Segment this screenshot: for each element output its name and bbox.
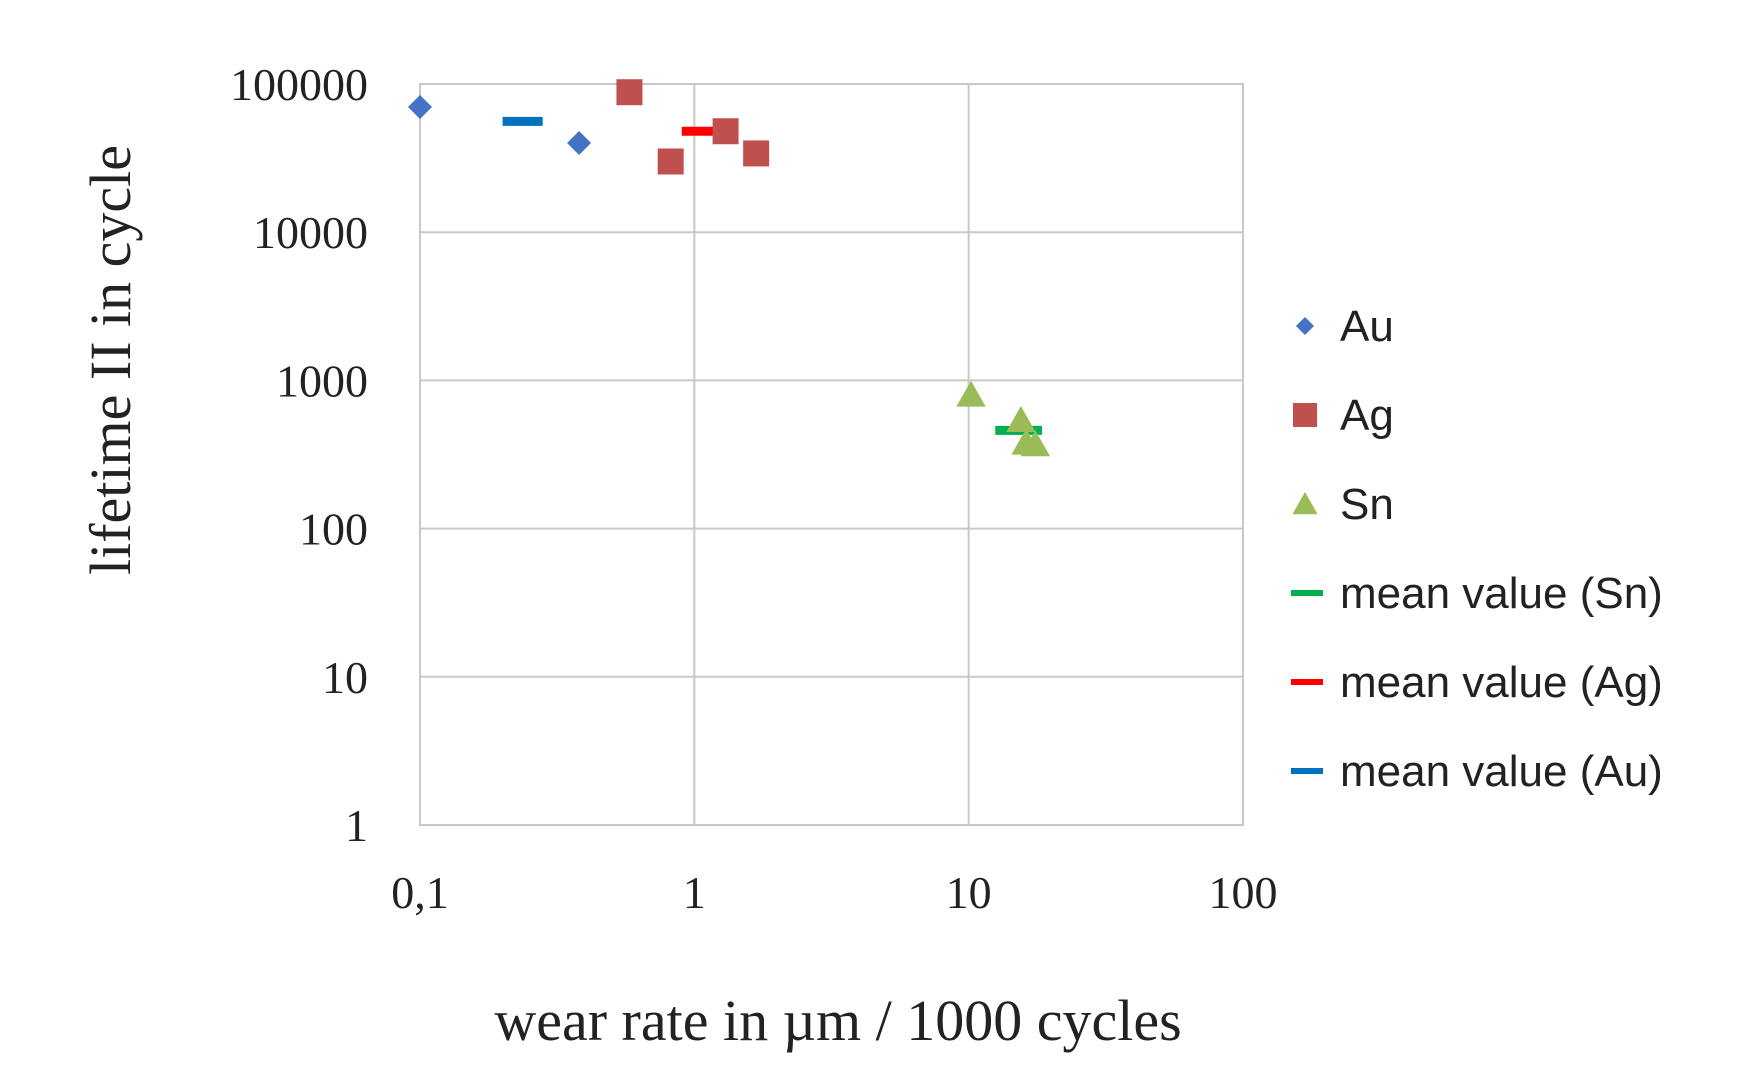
data-point-au [567,130,592,155]
data-point-au [408,94,432,119]
legend-label-mean-value-au: mean value (Au) [1340,747,1663,796]
x-tick-label: 0,1 [391,867,449,918]
y-tick-label: 100000 [230,59,368,110]
x-tick-label: 1 [683,867,706,918]
y-tick-label: 1000 [276,355,368,406]
data-point-sn [1020,430,1051,457]
y-tick-label: 100 [299,504,368,555]
data-point-ag [657,148,684,175]
legend-label-mean-value-sn: mean value (Sn) [1340,569,1663,618]
x-axis-title: wear rate in µm / 1000 cycles [494,988,1181,1053]
mean-lines [502,116,1042,435]
plot-frame [419,83,1244,826]
data-point-sn [956,380,986,407]
x-tick-label: 100 [1209,867,1278,918]
y-axis-ticks: 1 10 100 1000 10000 100000 [230,59,368,851]
legend-swatch-sn [1292,492,1318,515]
data-point-sn [1006,406,1036,432]
x-axis-ticks: 0,1 1 10 100 [391,867,1277,918]
legend-label-ag: Ag [1340,391,1394,440]
y-tick-label: 1 [345,800,368,851]
legend-swatch-ag [1293,403,1317,427]
data-point-ag [743,140,770,167]
y-tick-label: 10000 [253,207,368,258]
legend-label-au: Au [1340,302,1394,351]
legend-label-sn: Sn [1340,480,1394,529]
grid [419,83,1244,826]
legend: Au Ag Sn mean value (Sn) mean value (Ag) mean… [1291,302,1663,796]
legend-swatch-au [1296,317,1314,335]
y-tick-label: 10 [322,652,368,703]
x-tick-label: 10 [946,867,992,918]
legend-label-mean-value-ag: mean value (Ag) [1340,658,1663,707]
y-axis-title: lifetime II in cycle [78,145,143,575]
data-point-ag [616,79,643,106]
data-point-ag [712,118,739,145]
data-points [408,79,1051,457]
